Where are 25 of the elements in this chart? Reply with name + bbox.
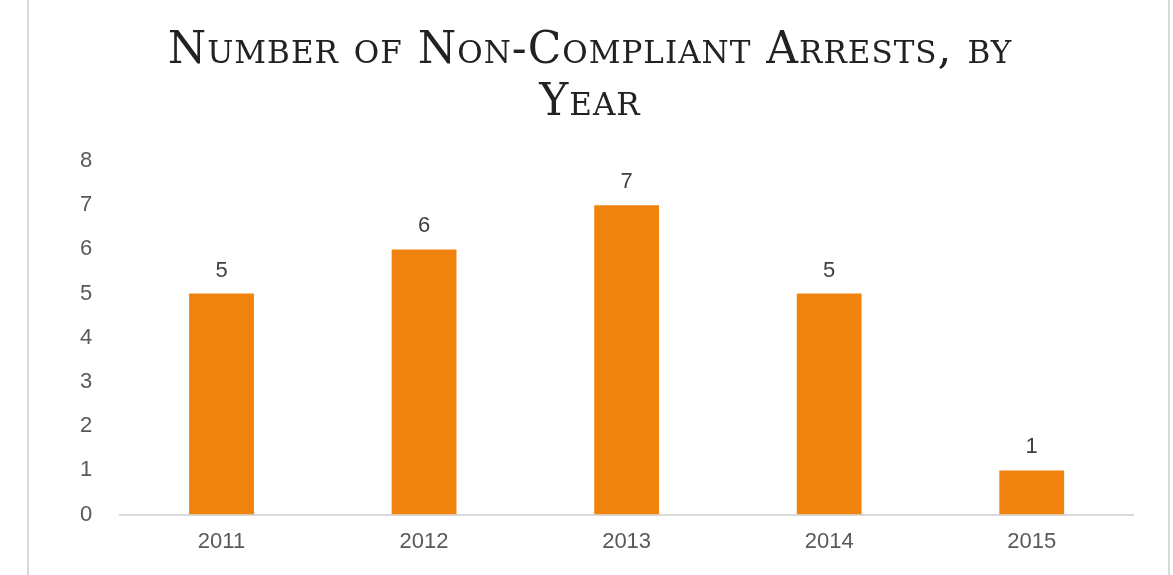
y-tick-label: 4 [79,323,93,349]
bar [391,249,457,515]
x-tick-label: 2014 [804,527,854,553]
data-label: 6 [417,212,431,238]
data-label: 5 [215,256,228,282]
bar [189,293,254,515]
bar [999,470,1065,515]
bar [594,205,660,515]
y-tick-label: 7 [79,191,93,217]
chart-title: Number of Non-Compliant Arrests, by Year [166,22,1014,126]
y-tick-label: 2 [79,412,93,438]
y-tick-label: 5 [79,279,93,305]
x-tick-label: 2013 [602,527,652,553]
y-tick-label: 0 [79,500,93,526]
y-tick-label: 6 [79,235,93,261]
data-label: 5 [823,256,836,282]
data-label: 7 [620,168,633,194]
y-tick-label: 8 [79,147,93,173]
x-tick-label: 2012 [399,527,449,553]
y-tick-label: 3 [79,368,93,394]
data-label: 1 [1025,433,1038,459]
y-tick-label: 1 [79,456,93,482]
x-tick-label: 2015 [1007,527,1057,553]
bar [796,293,862,515]
x-tick-label: 2011 [197,527,246,553]
